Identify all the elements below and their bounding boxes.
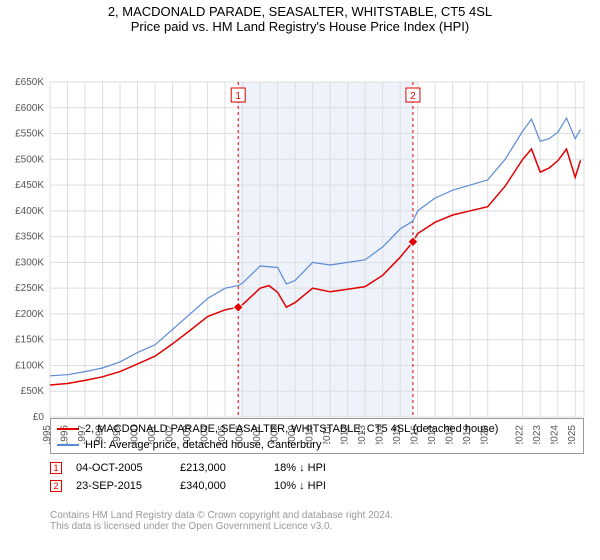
svg-text:£500K: £500K [15, 154, 44, 165]
footer-line-2: This data is licensed under the Open Gov… [50, 521, 393, 532]
price-chart: £0 £50K £100K £150K £200K £250K £300K £350K £400… [0, 34, 600, 444]
title-address: 2, MACDONALD PARADE, SEASALTER, WHITSTAB… [0, 4, 600, 19]
svg-text:£50K: £50K [21, 386, 45, 397]
svg-text:2: 2 [410, 91, 416, 102]
svg-text:£650K: £650K [15, 77, 44, 88]
legend-label: 2, MACDONALD PARADE, SEASALTER, WHITSTAB… [85, 423, 498, 435]
footer-line-1: Contains HM Land Registry data © Crown c… [50, 510, 393, 521]
svg-text:£300K: £300K [15, 257, 44, 268]
sales-table: 1 04-OCT-2005 £213,000 18% ↓ HPI 2 23-SEP-201… [50, 462, 364, 498]
footer-attribution: Contains HM Land Registry data © Crown c… [50, 510, 393, 532]
svg-text:£200K: £200K [15, 309, 44, 320]
svg-text:£250K: £250K [15, 283, 44, 294]
legend-swatch [57, 444, 79, 446]
sale-row: 1 04-OCT-2005 £213,000 18% ↓ HPI [50, 462, 364, 474]
svg-text:£0: £0 [33, 412, 45, 423]
svg-text:1: 1 [235, 91, 241, 102]
sale-row: 2 23-SEP-2015 £340,000 10% ↓ HPI [50, 480, 364, 492]
svg-text:£600K: £600K [15, 103, 44, 114]
svg-text:£450K: £450K [15, 180, 44, 191]
sale-hpi-delta: 18% ↓ HPI [274, 462, 364, 474]
legend-item: 2, MACDONALD PARADE, SEASALTER, WHITSTAB… [57, 421, 577, 437]
legend-item: HPI: Average price, detached house, Cant… [57, 437, 577, 453]
svg-text:£150K: £150K [15, 335, 44, 346]
svg-text:£400K: £400K [15, 206, 44, 217]
chart-titles: 2, MACDONALD PARADE, SEASALTER, WHITSTAB… [0, 0, 600, 34]
sale-price: £213,000 [180, 462, 270, 474]
title-subtitle: Price paid vs. HM Land Registry's House … [0, 19, 600, 34]
svg-text:£350K: £350K [15, 232, 44, 243]
sale-date: 04-OCT-2005 [66, 462, 176, 474]
sale-price: £340,000 [180, 480, 270, 492]
legend-label: HPI: Average price, detached house, Cant… [85, 439, 321, 451]
legend-swatch [57, 428, 79, 430]
legend: 2, MACDONALD PARADE, SEASALTER, WHITSTAB… [50, 418, 584, 454]
sale-marker-icon: 1 [50, 462, 62, 474]
svg-text:£100K: £100K [15, 360, 44, 371]
sale-hpi-delta: 10% ↓ HPI [274, 480, 364, 492]
sale-marker-icon: 2 [50, 480, 62, 492]
svg-text:£550K: £550K [15, 129, 44, 140]
sale-date: 23-SEP-2015 [66, 480, 176, 492]
